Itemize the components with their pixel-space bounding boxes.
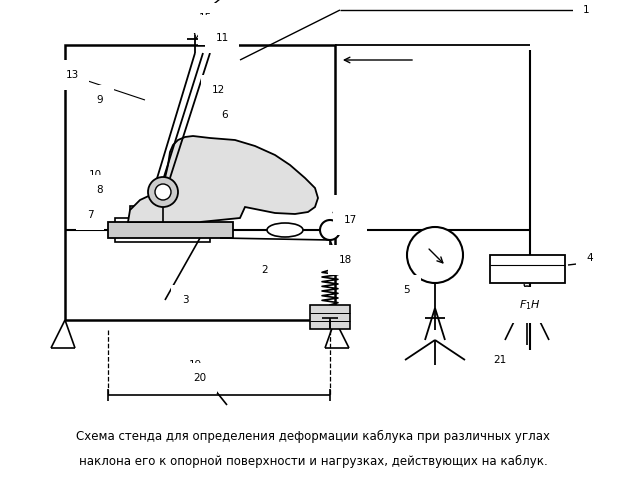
Bar — [108, 222, 233, 238]
Polygon shape — [128, 136, 318, 222]
Circle shape — [407, 227, 463, 283]
Text: 6: 6 — [222, 110, 228, 120]
Text: 21: 21 — [493, 355, 507, 365]
Text: 11: 11 — [216, 33, 229, 43]
Text: 4: 4 — [587, 253, 593, 263]
Text: 20: 20 — [194, 373, 206, 383]
Text: 5: 5 — [404, 285, 410, 295]
Circle shape — [320, 220, 340, 240]
Circle shape — [155, 184, 171, 200]
Text: 3: 3 — [182, 295, 188, 305]
Text: 13: 13 — [65, 70, 78, 80]
Text: 15: 15 — [198, 13, 212, 23]
Text: наклона его к опорной поверхности и нагрузках, действующих на каблук.: наклона его к опорной поверхности и нагр… — [78, 455, 547, 468]
Bar — [130, 206, 158, 222]
Bar — [490, 255, 565, 283]
Text: 1: 1 — [583, 5, 589, 15]
Text: 17: 17 — [344, 215, 357, 225]
Text: 18: 18 — [339, 255, 352, 265]
Bar — [115, 218, 210, 242]
Text: 2: 2 — [261, 265, 268, 275]
Text: 14: 14 — [208, 25, 221, 35]
Text: 7: 7 — [87, 210, 93, 220]
Text: 19: 19 — [188, 360, 202, 370]
Text: 10: 10 — [88, 170, 102, 180]
Text: Схема стенда для определения деформации каблука при различных углах: Схема стенда для определения деформации … — [76, 430, 550, 443]
Circle shape — [148, 177, 178, 207]
Bar — [65, 45, 335, 320]
Bar — [310, 305, 350, 329]
Ellipse shape — [267, 223, 303, 237]
Text: $F_1H$: $F_1H$ — [519, 298, 541, 312]
Text: 8: 8 — [97, 185, 103, 195]
Text: 16: 16 — [344, 205, 357, 215]
Text: 12: 12 — [211, 85, 224, 95]
Text: 9: 9 — [97, 95, 103, 105]
